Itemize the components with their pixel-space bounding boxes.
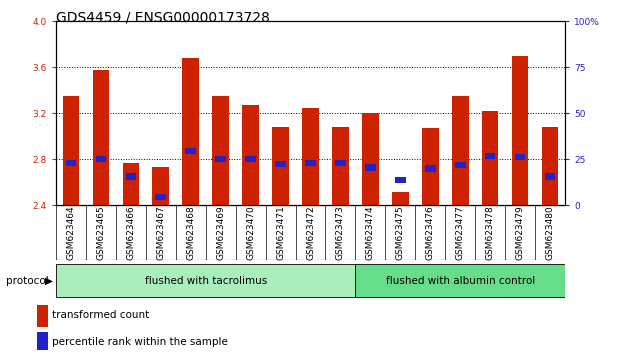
Bar — [66, 160, 76, 166]
Bar — [335, 160, 346, 166]
Text: GSM623467: GSM623467 — [156, 205, 165, 260]
Bar — [122, 163, 139, 205]
Bar — [275, 161, 286, 167]
Text: GSM623473: GSM623473 — [336, 205, 345, 260]
Bar — [542, 127, 558, 205]
Bar — [37, 332, 48, 354]
Text: GSM623464: GSM623464 — [66, 205, 75, 260]
Text: GSM623469: GSM623469 — [216, 205, 225, 260]
Bar — [215, 156, 226, 162]
Text: flushed with tacrolimus: flushed with tacrolimus — [145, 275, 267, 286]
Text: GDS4459 / ENSG00000173728: GDS4459 / ENSG00000173728 — [56, 10, 270, 24]
Bar — [482, 111, 499, 205]
Text: transformed count: transformed count — [52, 310, 150, 320]
Text: GSM623474: GSM623474 — [366, 205, 375, 260]
Text: protocol: protocol — [6, 275, 49, 286]
Bar — [302, 108, 319, 205]
Bar — [545, 173, 555, 180]
Bar — [365, 164, 376, 171]
Bar — [422, 128, 438, 205]
Text: GSM623466: GSM623466 — [126, 205, 135, 260]
Bar — [155, 194, 166, 200]
Text: GSM623477: GSM623477 — [456, 205, 465, 260]
Bar — [56, 264, 355, 297]
Bar — [183, 58, 199, 205]
Bar — [242, 105, 259, 205]
Bar — [93, 70, 109, 205]
Text: GSM623472: GSM623472 — [306, 205, 315, 260]
Bar — [395, 177, 406, 183]
Text: GSM623470: GSM623470 — [246, 205, 255, 260]
Bar — [332, 127, 349, 205]
Bar — [37, 304, 48, 327]
Bar — [63, 96, 79, 205]
Bar — [515, 154, 525, 160]
Text: GSM623479: GSM623479 — [515, 205, 525, 260]
Bar — [96, 156, 106, 162]
Bar — [306, 160, 315, 166]
Text: GSM623471: GSM623471 — [276, 205, 285, 260]
Bar — [355, 264, 565, 297]
Bar — [125, 173, 136, 180]
Text: GSM623476: GSM623476 — [426, 205, 435, 260]
Bar — [512, 56, 528, 205]
Bar — [425, 165, 435, 172]
Bar — [362, 113, 379, 205]
Bar — [212, 96, 229, 205]
Text: percentile rank within the sample: percentile rank within the sample — [52, 337, 229, 347]
Bar — [153, 167, 169, 205]
Bar — [272, 127, 289, 205]
Bar — [455, 162, 466, 168]
Text: flushed with albumin control: flushed with albumin control — [386, 275, 535, 286]
Text: GSM623475: GSM623475 — [396, 205, 405, 260]
Bar — [186, 148, 196, 154]
Bar — [485, 153, 496, 159]
Text: GSM623468: GSM623468 — [186, 205, 195, 260]
Text: GSM623465: GSM623465 — [96, 205, 106, 260]
Bar — [392, 192, 409, 205]
Text: GSM623478: GSM623478 — [486, 205, 495, 260]
Text: ▶: ▶ — [45, 275, 53, 286]
Bar — [245, 156, 256, 162]
Text: GSM623480: GSM623480 — [546, 205, 555, 260]
Bar — [452, 96, 468, 205]
